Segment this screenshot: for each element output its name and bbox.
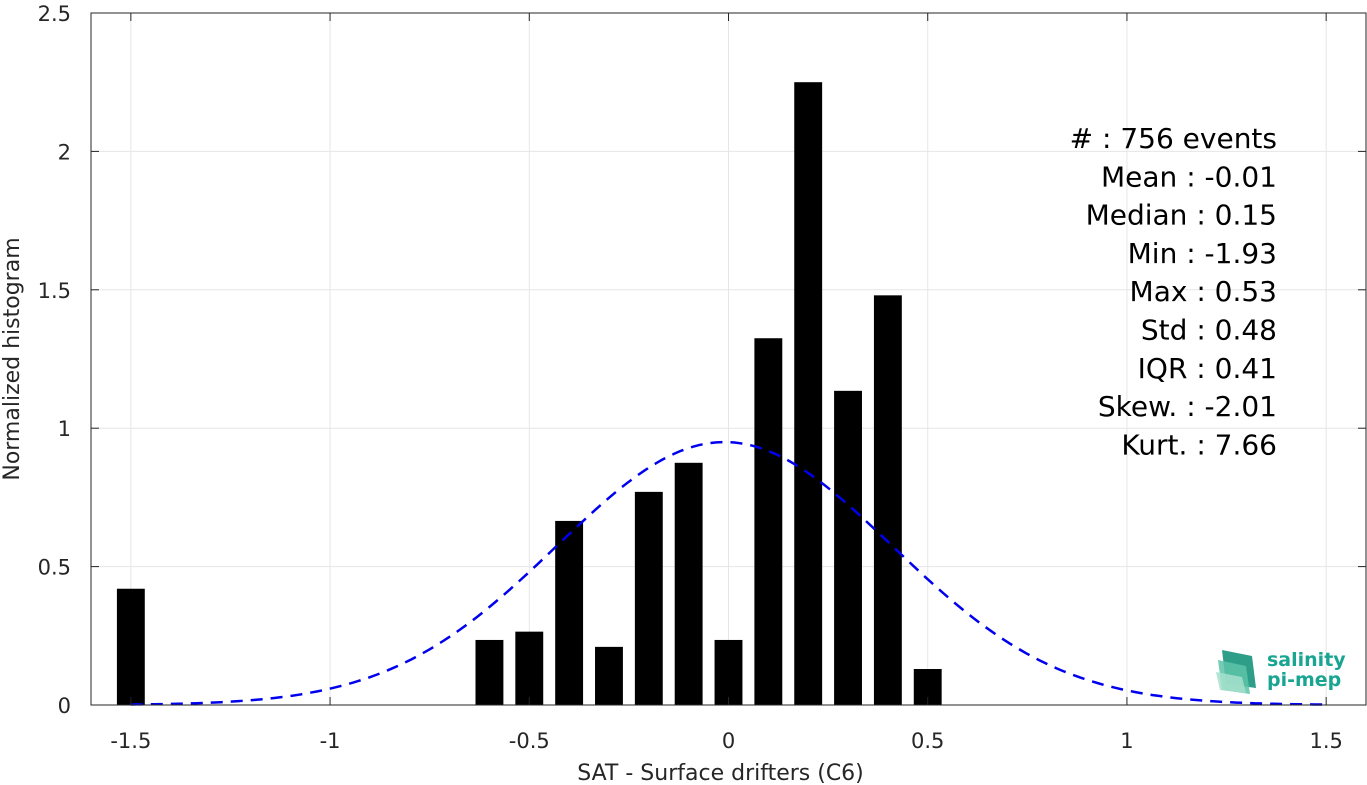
x-tick-label: -0.5 — [509, 729, 550, 753]
y-axis-label: Normalized histogram — [0, 237, 25, 480]
x-tick-label: 0.5 — [911, 729, 944, 753]
x-tick-label: 0 — [722, 729, 735, 753]
y-tick-label: 1 — [58, 417, 71, 441]
stat-line: Min : -1.93 — [1128, 237, 1277, 270]
stat-line: Median : 0.15 — [1086, 199, 1277, 232]
stat-line: IQR : 0.41 — [1138, 352, 1277, 385]
logo-text-line2: pi-mep — [1267, 669, 1341, 691]
x-tick-label: -1 — [320, 729, 341, 753]
bars — [116, 82, 942, 705]
stat-line: Kurt. : 7.66 — [1121, 428, 1277, 461]
x-tick-label: 1.5 — [1309, 729, 1342, 753]
salinity-pi-mep-logo: salinity pi-mep — [1216, 649, 1346, 694]
x-axis-ticks: -1.5 -1 -0.5 0 0.5 1 1.5 — [110, 13, 1343, 753]
histogram-bar — [834, 390, 862, 705]
histogram-bar — [714, 639, 743, 705]
y-tick-label: 2.5 — [38, 2, 71, 26]
histogram-bar — [555, 520, 584, 705]
histogram-bar — [754, 338, 783, 705]
histogram-bar — [475, 639, 504, 705]
x-tick-label: 1 — [1120, 729, 1133, 753]
stat-line: Mean : -0.01 — [1101, 160, 1277, 193]
histogram-bar — [873, 295, 902, 705]
logo-icon-layer — [1216, 672, 1246, 693]
stat-line: Skew. : -2.01 — [1098, 390, 1277, 423]
x-tick-label: -1.5 — [110, 729, 151, 753]
stat-line: # : 756 events — [1070, 122, 1277, 155]
logo-text-line1: salinity — [1267, 649, 1346, 671]
histogram-bar — [515, 631, 544, 705]
stat-line: Std : 0.48 — [1141, 314, 1277, 347]
histogram-bar — [634, 491, 663, 705]
y-tick-label: 1.5 — [38, 279, 71, 303]
x-axis-label: SAT - Surface drifters (C6) — [577, 761, 864, 785]
stat-line: Max : 0.53 — [1130, 275, 1277, 308]
histogram-bar — [674, 462, 703, 705]
histogram-bar — [794, 82, 823, 705]
y-axis-ticks: 0 0.5 1 1.5 2 2.5 — [38, 2, 1366, 718]
stats-annotation: # : 756 events Mean : -0.01 Median : 0.15 M… — [1070, 122, 1277, 461]
y-tick-label: 2 — [58, 140, 71, 164]
y-tick-label: 0.5 — [38, 556, 71, 580]
y-tick-label: 0 — [58, 694, 71, 718]
histogram-bar — [116, 588, 145, 705]
normal-fit-curve — [130, 440, 1327, 706]
histogram-bar — [595, 646, 623, 705]
